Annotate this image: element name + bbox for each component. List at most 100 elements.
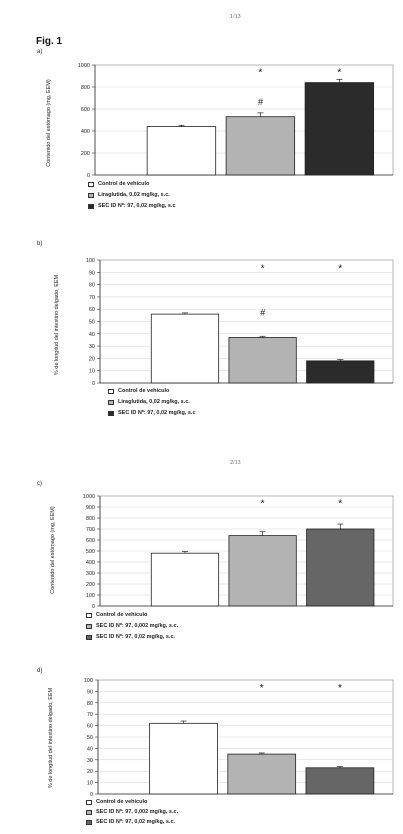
- legend-swatch: [88, 182, 94, 187]
- bar: [149, 722, 218, 795]
- plot-frame: [99, 259, 394, 384]
- chart-b-legend: Control de vehículo Liraglutida, 0,02 mg…: [108, 386, 196, 419]
- significance-star: *: [261, 263, 265, 274]
- legend-swatch: [86, 613, 92, 618]
- chart-d-ylabel: % de longitud del intestino delgado, EEM: [48, 687, 54, 788]
- legend-label: Control de vehículo: [118, 388, 170, 394]
- significance-star: *: [337, 68, 341, 79]
- legend-item: Liraglutida, 0,02 mg/kg, s.c.: [108, 397, 196, 408]
- legend-label: SEC ID Nº: 97, 0,02 mg/kg, s.c.: [96, 634, 176, 640]
- y-tick-label: 80: [87, 701, 93, 707]
- legend-item: SEC ID Nº: 97, 0,02 mg/kg, s.c: [88, 201, 176, 212]
- figure-title: Fig. 1: [36, 36, 63, 47]
- significance-hash: #: [260, 307, 266, 317]
- legend-item: Liraglutida, 0,02 mg/kg, s.c.: [88, 190, 176, 201]
- chart-d-legend: Control de vehículo SEC ID Nº: 97, 0,002…: [86, 797, 178, 827]
- legend-swatch: [86, 819, 92, 825]
- significance-hash: #: [258, 97, 264, 107]
- y-tick-label: 1000: [78, 63, 90, 69]
- legend-swatch: [108, 411, 114, 416]
- chart-a-legend: Control de vehículo Liraglutida, 0,02 mg…: [88, 179, 176, 212]
- legend-item: SEC ID Nº: 97, 0,02 mg/kg, s.c.: [86, 817, 178, 827]
- chart-a-ylabel-wrap: Contenido del estómago (mg, EEM): [44, 60, 54, 185]
- legend-label: Control de vehículo: [98, 181, 150, 187]
- y-tick-label: 100: [84, 678, 93, 684]
- y-tick-label: 100: [86, 593, 95, 599]
- legend-swatch: [86, 635, 92, 640]
- y-tick-label: 400: [86, 560, 95, 566]
- y-tick-label: 700: [86, 527, 95, 533]
- legend-label: Control de vehículo: [96, 799, 148, 805]
- legend-label: SEC ID Nº: 97, 0,02 mg/kg, s.c: [118, 410, 196, 416]
- page-number: 2/13: [230, 460, 241, 466]
- panel-label-d: d): [37, 668, 43, 674]
- bar: [225, 116, 296, 176]
- y-tick-label: 10: [87, 781, 93, 787]
- significance-star: *: [338, 499, 342, 510]
- legend-item: SEC ID Nº: 97, 0,02 mg/kg, s.c.: [86, 632, 178, 643]
- y-tick-label: 200: [86, 582, 95, 588]
- legend-label: SEC ID Nº: 97, 0,02 mg/kg, s.c.: [96, 819, 176, 825]
- legend-item: SEC ID Nº: 97, 0,02 mg/kg, s.c: [108, 408, 196, 419]
- y-tick-label: 60: [87, 724, 93, 730]
- y-tick-label: 40: [87, 746, 93, 752]
- y-tick-label: 50: [89, 320, 95, 326]
- significance-star: *: [258, 68, 262, 79]
- y-tick-label: 800: [86, 516, 95, 522]
- panel-label-b: b): [37, 241, 43, 247]
- bar: [228, 535, 297, 607]
- y-tick-label: 90: [89, 270, 95, 276]
- chart-d-ylabel-wrap: % de longitud del intestino delgado, EEM: [46, 675, 56, 800]
- plot-frame: [97, 679, 394, 795]
- y-tick-label: 800: [81, 85, 90, 91]
- y-tick-label: 400: [81, 129, 90, 135]
- legend-swatch: [88, 204, 94, 209]
- chart-c-legend: Control de vehículo SEC ID Nº: 97, 0,002…: [86, 610, 178, 643]
- legend-swatch: [108, 400, 114, 405]
- bar: [306, 528, 375, 607]
- y-tick-label: 600: [81, 107, 90, 113]
- chart-c-ylabel-wrap: Contenido del estómago (mg, EEM): [48, 490, 58, 610]
- page-number: 1/13: [230, 14, 241, 20]
- y-tick-label: 30: [89, 344, 95, 350]
- legend-label: Control de vehículo: [96, 612, 148, 618]
- legend-swatch: [86, 799, 92, 805]
- y-tick-label: 20: [89, 356, 95, 362]
- y-tick-label: 900: [86, 505, 95, 511]
- legend-swatch: [108, 389, 114, 394]
- legend-item: Control de vehículo: [86, 610, 178, 621]
- y-tick-label: 1000: [83, 494, 95, 500]
- legend-label: Liraglutida, 0,02 mg/kg, s.c.: [118, 399, 190, 405]
- y-tick-label: 500: [86, 549, 95, 555]
- y-tick-label: 80: [89, 283, 95, 289]
- y-tick-label: 30: [87, 758, 93, 764]
- legend-item: Control de vehículo: [88, 179, 176, 190]
- legend-item: SEC ID Nº: 97, 0,002 mg/kg, s.c.: [86, 807, 178, 817]
- chart-a-ylabel: Contenido del estómago (mg, EEM): [46, 78, 52, 167]
- bar: [304, 82, 375, 176]
- y-tick-label: 40: [89, 332, 95, 338]
- bar: [146, 126, 217, 176]
- significance-star: *: [338, 683, 342, 694]
- y-tick-label: 70: [89, 295, 95, 301]
- significance-star: *: [261, 499, 265, 510]
- y-tick-label: 0: [92, 381, 95, 387]
- bar: [150, 313, 220, 384]
- bar: [305, 767, 375, 795]
- chart-c-ylabel: Contenido del estómago (mg, EEM): [50, 506, 56, 594]
- bar: [150, 552, 220, 607]
- legend-item: Control de vehículo: [108, 386, 196, 397]
- y-tick-label: 90: [87, 689, 93, 695]
- bar: [228, 337, 297, 384]
- bar: [227, 753, 297, 795]
- significance-star: *: [260, 683, 264, 694]
- y-tick-label: 600: [86, 538, 95, 544]
- plot-frame: [99, 495, 394, 607]
- legend-label: SEC ID Nº: 97, 0,002 mg/kg, s.c.: [96, 623, 179, 629]
- legend-item: SEC ID Nº: 97, 0,002 mg/kg, s.c.: [86, 621, 178, 632]
- bar: [306, 360, 375, 384]
- y-tick-label: 10: [89, 369, 95, 375]
